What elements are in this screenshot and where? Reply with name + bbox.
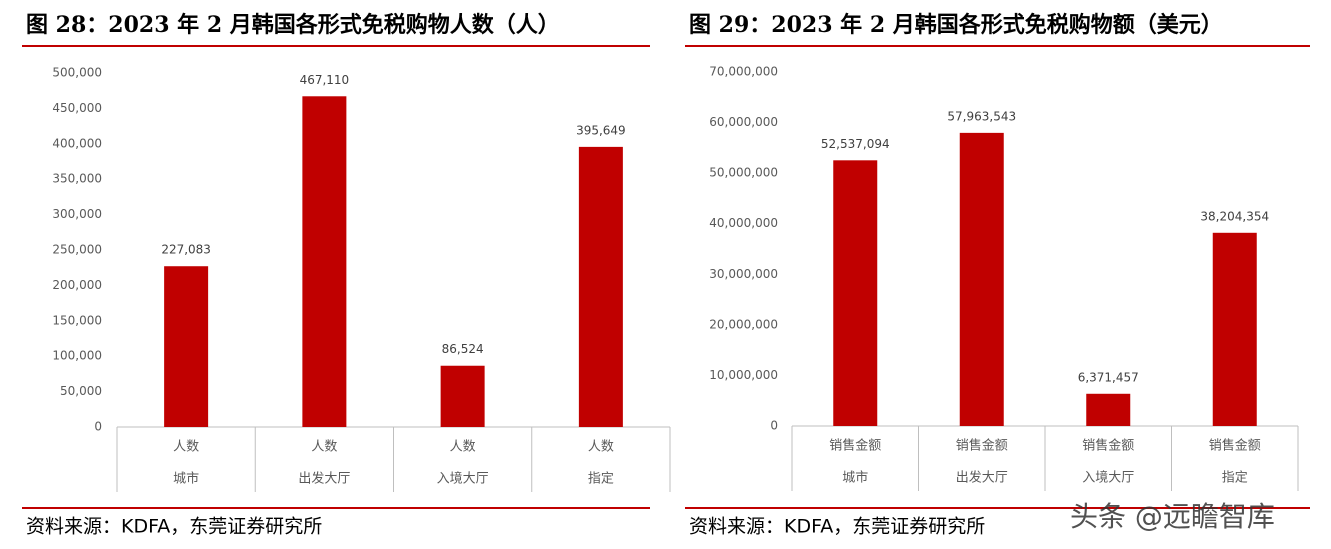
- x-tick-label: 城市: [173, 471, 199, 487]
- y-tick-label: 100,000: [52, 349, 102, 363]
- data-label: 6,371,457: [1078, 370, 1139, 384]
- y-tick-label: 200,000: [52, 278, 102, 292]
- x-tick-label: 入境大厅: [1082, 471, 1134, 486]
- x-tick-label: 入境大厅: [437, 472, 489, 487]
- watermark: 头条 @远瞻智库: [1070, 500, 1275, 533]
- source: 资料来源：KDFA，东莞证券研究所: [689, 516, 985, 538]
- bar: [833, 160, 878, 426]
- y-tick-label: 150,000: [52, 313, 102, 327]
- y-tick-label: 60,000,000: [709, 115, 778, 129]
- x-tick-label: 指定: [588, 472, 614, 487]
- y-tick-label: 400,000: [52, 136, 102, 150]
- bar: [1212, 232, 1257, 426]
- series-label: 销售金额: [1209, 438, 1261, 454]
- bar: [164, 266, 209, 427]
- y-tick-label: 40,000,000: [709, 216, 778, 230]
- data-label: 86,524: [442, 342, 484, 356]
- series-label: 销售金额: [1082, 438, 1134, 454]
- y-tick-label: 300,000: [52, 207, 102, 221]
- data-label: 395,649: [576, 123, 626, 137]
- series-label: 人数: [450, 440, 476, 455]
- series-label: 销售金额: [956, 438, 1008, 454]
- bar: [1086, 393, 1131, 426]
- y-tick-label: 50,000,000: [709, 166, 778, 180]
- series-label: 人数: [173, 440, 199, 455]
- y-tick-label: 10,000,000: [709, 368, 778, 382]
- y-tick-label: 0: [94, 420, 102, 434]
- y-tick-label: 500,000: [52, 66, 102, 80]
- y-tick-label: 0: [770, 419, 778, 433]
- bar: [578, 146, 623, 428]
- x-tick-label: 出发大厅: [298, 471, 350, 487]
- y-tick-label: 250,000: [52, 243, 102, 257]
- x-tick-label: 指定: [1222, 471, 1248, 486]
- series-label: 人数: [588, 440, 614, 455]
- bar: [440, 365, 485, 427]
- data-label: 227,083: [161, 243, 211, 257]
- data-label: 467,110: [300, 73, 350, 87]
- y-tick-label: 450,000: [52, 101, 102, 115]
- source: 资料来源：KDFA，东莞证券研究所: [26, 516, 322, 538]
- data-label: 38,204,354: [1200, 209, 1269, 223]
- series-label: 销售金额: [829, 438, 881, 454]
- bar: [302, 96, 347, 427]
- data-label: 52,537,094: [821, 137, 890, 151]
- chart-title: 图 29：2023 年 2 月韩国各形式免税购物额（美元）: [689, 12, 1223, 38]
- x-tick-label: 出发大厅: [956, 470, 1008, 486]
- series-label: 人数: [311, 440, 337, 455]
- y-tick-label: 20,000,000: [709, 317, 778, 331]
- y-tick-label: 30,000,000: [709, 267, 778, 281]
- x-tick-label: 城市: [842, 470, 868, 486]
- chart-title: 图 28：2023 年 2 月韩国各形式免税购物人数（人）: [26, 12, 560, 38]
- y-tick-label: 70,000,000: [709, 65, 778, 79]
- bar: [959, 132, 1004, 426]
- data-label: 57,963,543: [947, 109, 1016, 123]
- y-tick-label: 350,000: [52, 172, 102, 186]
- y-tick-label: 50,000: [60, 384, 102, 398]
